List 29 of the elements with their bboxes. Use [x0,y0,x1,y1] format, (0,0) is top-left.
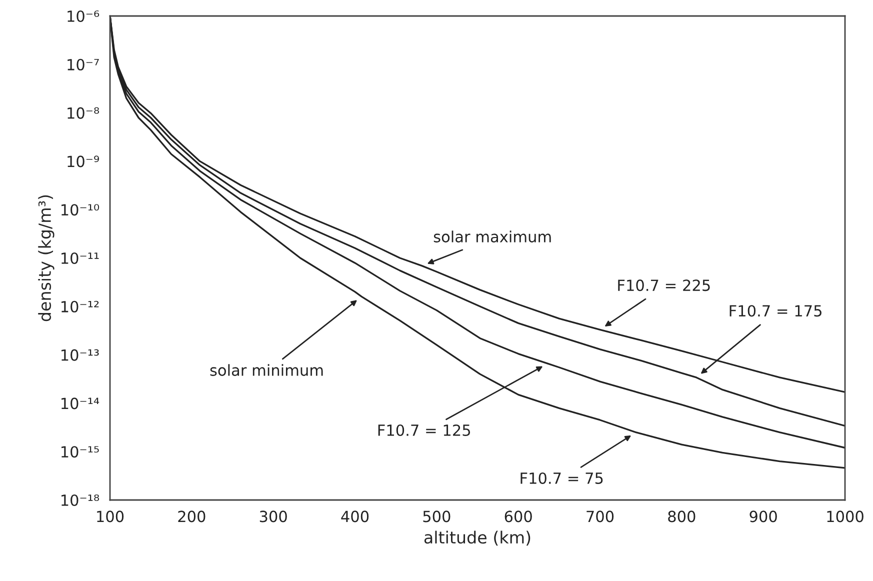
annotation: F10.7 = 75 [520,472,603,484]
y-tick-label: 10⁻⁶ [68,10,100,22]
y-tick-label: 10⁻¹³ [62,349,99,361]
annotation: solar minimum [210,364,323,376]
y-axis-title: density (kg/m³) [38,195,54,322]
annotation: F10.7 = 225 [618,280,710,292]
x-tick-label: 700 [586,510,614,522]
x-tick-label: 200 [178,510,206,522]
x-tick-label: 1000 [827,510,864,522]
y-tick-label: 10⁻¹⁰ [62,204,100,216]
y-tick-label: 10⁻¹⁵ [62,446,99,458]
annotation: F10.7 = 125 [378,424,470,436]
y-tick-label: 10⁻⁹ [68,156,100,168]
x-tick-label: 400 [341,510,369,522]
y-tick-label: 10⁻¹⁴ [62,398,100,410]
y-tick-label: 10⁻¹¹ [62,252,99,264]
x-tick-label: 500 [423,510,450,522]
x-tick-label: 900 [750,510,777,522]
y-tick-label: 10⁻⁷ [68,58,99,70]
annotation: solar maximum [434,230,551,242]
x-tick-label: 100 [97,510,124,522]
x-axis-title: altitude (km) [424,530,530,546]
y-tick-label: 10⁻¹⁸ [62,494,100,506]
x-tick-label: 600 [504,510,532,522]
y-tick-label: 10⁻¹² [62,300,99,312]
y-tick-label: 10⁻⁸ [68,107,100,119]
x-tick-label: 300 [260,510,287,522]
annotation: F10.7 = 175 [730,305,822,317]
x-tick-label: 800 [668,510,696,522]
